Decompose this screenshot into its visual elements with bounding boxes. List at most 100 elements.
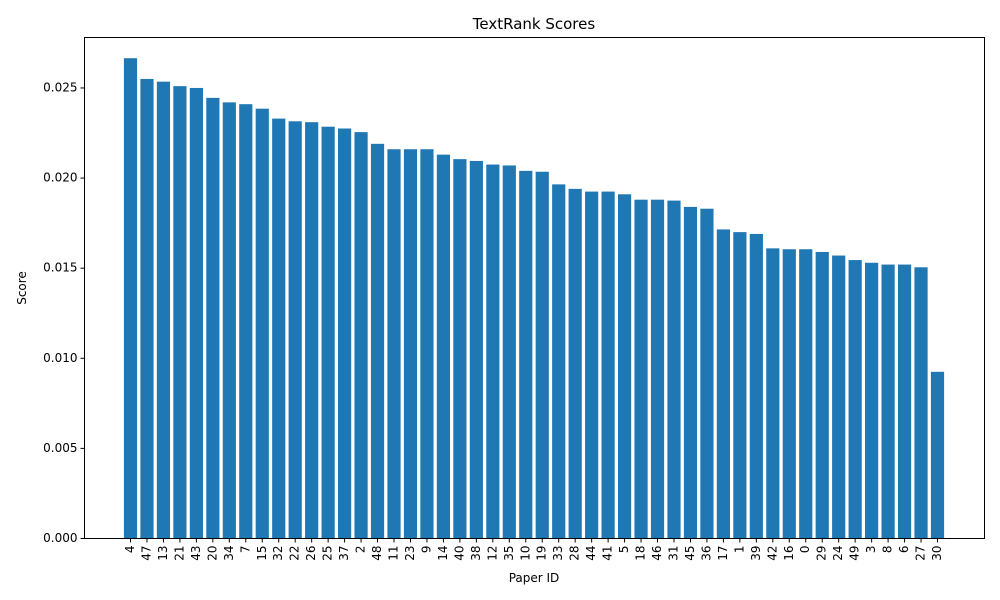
bar-8	[881, 264, 895, 539]
bar-40	[453, 159, 467, 539]
x-tick-label: 28	[568, 546, 582, 561]
bar-25	[321, 126, 335, 539]
x-tick-label: 8	[881, 546, 895, 554]
x-tick-label: 13	[156, 546, 170, 561]
x-tick-label: 21	[172, 546, 186, 561]
bar-10	[519, 170, 533, 539]
bar-41	[601, 191, 615, 539]
x-tick-label: 22	[288, 546, 302, 561]
x-tick-label: 31	[666, 546, 680, 561]
bar-7	[239, 104, 253, 539]
bar-37	[338, 128, 352, 539]
bar-26	[305, 122, 319, 539]
x-tick-label: 16	[782, 546, 796, 561]
bar-15	[255, 108, 269, 539]
bar-11	[387, 149, 401, 539]
x-tick-label: 29	[815, 546, 829, 561]
bar-35	[502, 165, 516, 539]
bar-44	[585, 191, 599, 539]
x-tick-label: 35	[502, 546, 516, 561]
bar-38	[469, 160, 483, 539]
x-tick-label: 36	[699, 546, 713, 561]
x-tick-label: 12	[485, 546, 499, 561]
x-tick-label: 3	[864, 546, 878, 554]
bar-18	[634, 199, 648, 539]
x-tick-label: 33	[551, 546, 565, 561]
x-tick-label: 37	[337, 546, 351, 561]
y-tick-label: 0.025	[43, 80, 77, 94]
x-tick-label: 41	[601, 546, 615, 561]
x-tick-label: 4	[123, 546, 137, 554]
bar-48	[370, 143, 385, 539]
x-tick-label: 19	[535, 546, 549, 561]
x-tick-label: 15	[255, 546, 269, 561]
plot-frame	[84, 37, 985, 539]
bar-42	[766, 248, 780, 539]
x-tick-label: 25	[321, 546, 335, 561]
x-tick-label: 18	[634, 546, 648, 561]
x-tick-label: 42	[765, 546, 779, 561]
chart-title: TextRank Scores	[472, 15, 596, 33]
y-tick-label: 0.015	[43, 261, 77, 275]
bar-33	[552, 184, 566, 539]
bar-16	[782, 249, 796, 539]
bar-1	[733, 232, 747, 539]
x-tick-label: 7	[238, 546, 252, 554]
bar-2	[354, 132, 368, 539]
x-tick-label: 1	[732, 546, 746, 554]
x-tick-label: 26	[304, 546, 318, 561]
x-tick-label: 40	[452, 546, 466, 561]
bar-4	[123, 58, 138, 539]
bar-9	[420, 149, 434, 539]
x-tick-label: 0	[798, 546, 812, 554]
x-tick-label: 32	[271, 546, 285, 561]
bars-group	[123, 58, 945, 539]
x-tick-label: 34	[222, 546, 236, 561]
x-tick-label: 27	[914, 546, 928, 561]
bar-32	[272, 118, 286, 539]
bar-24	[832, 255, 846, 539]
x-tick-label: 14	[436, 546, 450, 561]
y-axis: 0.000 0.005 0.010 0.015 0.020 0.025	[43, 80, 85, 545]
x-tick-label: 43	[189, 546, 203, 561]
x-tick-label: 2	[354, 546, 368, 554]
x-tick-label: 39	[749, 546, 763, 561]
bar-0	[799, 249, 813, 539]
x-tick-label: 23	[403, 546, 417, 561]
bar-49	[848, 260, 862, 539]
bar-30	[930, 371, 945, 539]
bar-46	[650, 199, 665, 539]
bar-5	[617, 194, 632, 539]
bar-21	[173, 86, 187, 539]
x-tick-label: 10	[518, 546, 532, 561]
bar-34	[222, 102, 236, 539]
y-tick-label: 0.000	[43, 531, 77, 545]
bar-6	[897, 264, 912, 539]
x-tick-label: 5	[617, 546, 631, 554]
bar-12	[486, 164, 500, 539]
x-tick-label: 49	[848, 546, 862, 561]
x-tick-label: 45	[683, 546, 697, 561]
x-axis-label: Paper ID	[509, 571, 560, 585]
x-tick-label: 17	[716, 546, 730, 561]
x-tick-label: 47	[139, 546, 153, 561]
x-tick-label: 11	[387, 546, 401, 561]
bar-19	[535, 171, 549, 539]
y-tick-label: 0.005	[43, 441, 77, 455]
bar-39	[749, 233, 763, 539]
x-tick-label: 44	[584, 546, 598, 561]
bar-22	[288, 121, 302, 539]
bar-31	[667, 200, 681, 539]
bar-43	[189, 87, 203, 539]
bar-3	[865, 262, 879, 539]
x-tick-label: 9	[419, 546, 433, 554]
bar-20	[206, 97, 220, 539]
bar-28	[568, 188, 582, 539]
bar-14	[436, 154, 451, 539]
bar-36	[700, 208, 714, 539]
x-tick-label: 48	[370, 546, 384, 561]
bar-13	[156, 81, 171, 539]
x-tick-label: 20	[205, 546, 219, 561]
